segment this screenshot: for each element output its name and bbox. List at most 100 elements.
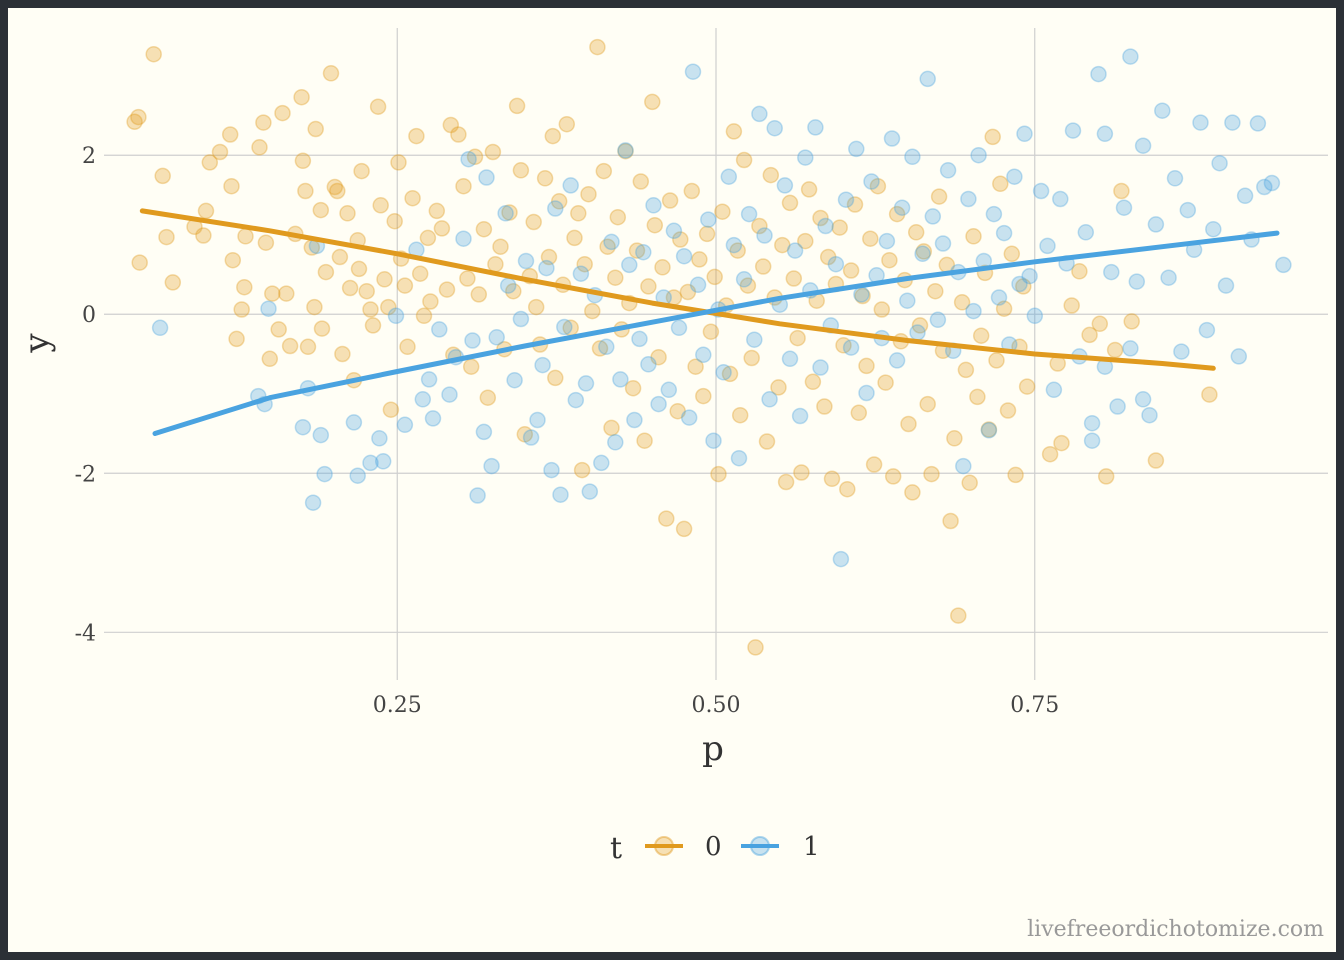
data-point-t0 bbox=[785, 270, 803, 287]
legend-label-0: 0 bbox=[705, 832, 722, 862]
data-point-t0 bbox=[758, 433, 776, 450]
data-point-t0 bbox=[831, 219, 848, 236]
data-point-t0 bbox=[589, 38, 606, 56]
data-point-t0 bbox=[525, 213, 542, 231]
data-point-t1 bbox=[1166, 170, 1184, 187]
data-point-t0 bbox=[644, 93, 661, 111]
data-point-t0 bbox=[224, 251, 242, 269]
data-point-t1 bbox=[349, 467, 366, 484]
data-point-t0 bbox=[540, 248, 558, 266]
data-point-t0 bbox=[1018, 378, 1036, 395]
data-point-t1 bbox=[990, 289, 1008, 306]
data-point-t1 bbox=[893, 199, 911, 216]
data-point-t1 bbox=[1016, 125, 1033, 143]
data-point-t0 bbox=[888, 205, 906, 223]
data-point-t0 bbox=[573, 461, 591, 479]
data-point-t1 bbox=[1224, 114, 1241, 131]
data-point-t0 bbox=[927, 282, 944, 300]
data-point-t0 bbox=[640, 278, 657, 295]
data-point-t0 bbox=[130, 108, 147, 126]
data-point-t1 bbox=[842, 339, 860, 356]
data-point-t1 bbox=[345, 414, 363, 431]
data-point-t0 bbox=[339, 205, 356, 222]
data-point-t0 bbox=[862, 230, 879, 247]
data-point-t0 bbox=[972, 327, 990, 344]
data-point-t1 bbox=[853, 286, 870, 303]
data-point-t1 bbox=[827, 255, 845, 273]
data-point-t0 bbox=[380, 298, 397, 316]
data-point-t0 bbox=[584, 302, 601, 320]
data-point-t0 bbox=[1097, 468, 1115, 485]
data-point-t1 bbox=[1077, 224, 1095, 241]
data-point-t0 bbox=[382, 401, 400, 418]
data-point-t0 bbox=[404, 189, 421, 207]
x-tick-labels: 0.25 0.50 0.75 bbox=[373, 693, 1059, 718]
data-point-t0 bbox=[1007, 466, 1024, 484]
data-point-t1 bbox=[670, 319, 688, 337]
data-point-t1 bbox=[740, 205, 758, 223]
data-point-t1 bbox=[1205, 220, 1222, 238]
data-point-t0 bbox=[369, 98, 387, 115]
data-point-t0 bbox=[195, 227, 212, 244]
data-point-t0 bbox=[281, 337, 299, 355]
data-point-t0 bbox=[550, 193, 568, 210]
data-point-t1 bbox=[455, 230, 472, 247]
data-point-t0 bbox=[158, 228, 175, 246]
data-point-t1 bbox=[572, 265, 590, 282]
data-point-t1 bbox=[797, 149, 814, 166]
data-point-t0 bbox=[658, 510, 675, 527]
data-point-t1 bbox=[1115, 199, 1133, 216]
data-point-t1 bbox=[362, 454, 379, 472]
scatter-plot: 2 0 -2 -4 0.25 0.50 0.75 p y t 0 1 livefreeor… bbox=[17, 28, 1328, 942]
data-point-t1 bbox=[919, 70, 936, 88]
data-point-t0 bbox=[278, 285, 295, 302]
legend-key-0 bbox=[645, 836, 683, 856]
data-point-t1 bbox=[581, 483, 599, 500]
data-point-t0 bbox=[603, 419, 620, 437]
y-tick-label: 0 bbox=[82, 303, 96, 328]
data-point-t0 bbox=[274, 104, 291, 122]
data-point-t1 bbox=[730, 449, 748, 467]
data-point-t0 bbox=[800, 181, 818, 198]
data-point-t0 bbox=[819, 248, 837, 266]
data-point-t0 bbox=[492, 238, 509, 255]
data-point-t0 bbox=[386, 212, 403, 230]
data-point-t0 bbox=[322, 65, 340, 82]
data-point-t1 bbox=[396, 416, 414, 434]
data-point-t1 bbox=[1052, 190, 1069, 208]
data-point-t0 bbox=[900, 415, 917, 433]
data-point-t0 bbox=[1003, 245, 1021, 263]
data-point-t0 bbox=[957, 361, 975, 379]
data-point-t0 bbox=[462, 358, 480, 375]
data-point-t0 bbox=[470, 286, 488, 303]
data-point-t1 bbox=[1230, 348, 1248, 365]
data-point-t0 bbox=[946, 430, 963, 447]
data-point-t0 bbox=[505, 282, 522, 300]
y-tick-label: 2 bbox=[82, 144, 96, 169]
data-point-t1 bbox=[781, 350, 799, 368]
data-point-t0 bbox=[698, 225, 716, 243]
data-point-t1 bbox=[888, 352, 906, 369]
data-point-t0 bbox=[675, 520, 693, 538]
data-point-t1 bbox=[612, 371, 629, 388]
data-point-t1 bbox=[556, 318, 573, 336]
data-point-t0 bbox=[527, 298, 545, 316]
data-point-t0 bbox=[816, 398, 833, 415]
data-point-t1 bbox=[517, 252, 535, 270]
data-point-t0 bbox=[661, 192, 679, 209]
data-point-t1 bbox=[650, 395, 667, 413]
data-point-t0 bbox=[706, 268, 723, 286]
data-point-t1 bbox=[832, 550, 850, 568]
data-point-t0 bbox=[479, 389, 497, 406]
data-point-t0 bbox=[372, 197, 389, 214]
data-point-t0 bbox=[396, 277, 414, 294]
data-point-t0 bbox=[735, 151, 753, 169]
data-point-t0 bbox=[1147, 452, 1165, 469]
data-point-t1 bbox=[705, 432, 722, 449]
data-point-t1 bbox=[817, 217, 834, 235]
data-point-t0 bbox=[725, 123, 743, 140]
data-point-t0 bbox=[842, 262, 860, 279]
data-point-t1 bbox=[151, 319, 169, 337]
data-point-t0 bbox=[691, 251, 708, 268]
data-point-t0 bbox=[873, 301, 891, 318]
